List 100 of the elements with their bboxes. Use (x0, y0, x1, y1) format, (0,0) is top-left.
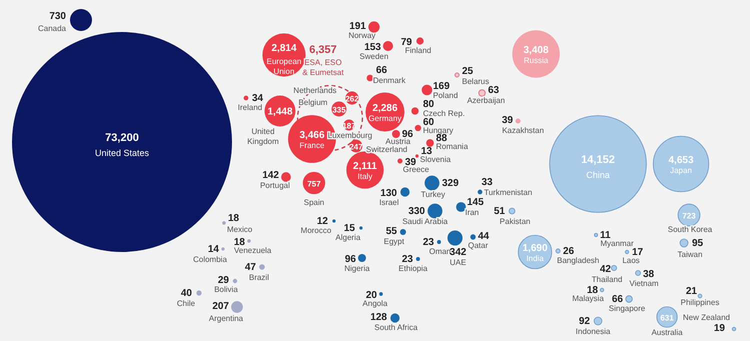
category-label: Singapore (608, 304, 646, 313)
data-label: 723 (682, 212, 696, 220)
category-label: New Zealand (682, 313, 730, 322)
category-label: Belarus (462, 77, 490, 86)
category-label: Laos (622, 256, 640, 265)
data-label: 21 (686, 286, 698, 297)
category-label: Indonesia (576, 327, 611, 336)
data-label: 1,690 (522, 243, 548, 254)
data-label: 33 (481, 177, 493, 188)
data-label: 39 (405, 157, 417, 168)
category-label: Israel (379, 198, 400, 207)
data-label: 60 (423, 117, 435, 128)
data-label: 329 (442, 178, 460, 189)
data-label: 15 (344, 223, 356, 234)
data-label: 12 (316, 216, 328, 227)
data-label: 247 (349, 142, 364, 152)
category-label: ESA, ESO & Eumetsat (302, 58, 344, 77)
data-label: 18 (586, 285, 598, 296)
data-label: 142 (262, 170, 280, 181)
data-label: 40 (180, 288, 192, 299)
data-label: 17 (632, 247, 644, 258)
category-label: Belgium (298, 98, 328, 107)
category-label: Colombia (193, 255, 228, 264)
data-label: 6,357 (309, 44, 337, 56)
category-label: Angola (362, 299, 388, 308)
data-label: 3,408 (523, 45, 549, 56)
category-label: Thailand (592, 275, 622, 284)
data-label: 42 (600, 264, 612, 275)
data-label: 66 (376, 65, 388, 76)
data-label: 130 (380, 188, 398, 199)
category-label: Norway (348, 31, 376, 40)
data-label: 73,200 (105, 132, 139, 144)
category-label: Hungary (423, 126, 454, 135)
data-label: 26 (563, 246, 575, 257)
category-label: Switzerland (366, 145, 408, 154)
data-label: 92 (578, 316, 590, 327)
category-label: Turkmenistan (484, 188, 532, 197)
category-label: Australia (651, 328, 684, 337)
data-label: 18 (234, 237, 246, 248)
data-label: 63 (488, 85, 500, 96)
data-label: 2,286 (372, 103, 398, 114)
data-label: 47 (244, 262, 256, 273)
category-label: Chile (176, 299, 196, 308)
category-label: Netherlands (293, 86, 337, 95)
data-label: 3,466 (299, 130, 325, 141)
data-label: 23 (422, 237, 434, 248)
category-label: Slovenia (420, 155, 452, 164)
category-label: Finland (405, 46, 432, 55)
category-label: Denmark (373, 76, 406, 85)
category-label: Oman (429, 247, 451, 256)
category-label: Sweden (360, 52, 388, 61)
data-label: 14,152 (581, 154, 615, 166)
data-label: 262 (345, 94, 360, 104)
category-label: Italy (358, 172, 372, 181)
category-label: Algeria (336, 233, 361, 242)
data-label: 39 (502, 115, 514, 126)
data-label: 730 (49, 11, 66, 22)
category-label: Vietnam (629, 279, 659, 288)
category-label: Saudi Arabia (402, 217, 448, 226)
category-label: Bolivia (214, 285, 238, 294)
category-label: UAE (450, 258, 466, 267)
category-label: Ireland (238, 103, 262, 112)
data-label: 66 (612, 294, 624, 305)
data-label: 207 (212, 301, 230, 312)
data-label: 80 (423, 99, 435, 110)
data-label: 757 (307, 180, 322, 188)
data-label: 88 (436, 133, 448, 144)
data-label: 19 (714, 323, 726, 334)
data-label: 4,653 (668, 155, 694, 166)
data-label: 145 (467, 197, 484, 208)
data-label: 191 (349, 21, 366, 32)
category-label: Egypt (384, 237, 405, 246)
data-label: 11 (600, 230, 612, 241)
data-label: 342 (450, 247, 467, 258)
category-label: Kazakhstan (502, 126, 544, 135)
category-label: Spain (304, 198, 324, 207)
category-label: Greece (402, 165, 430, 174)
category-label: Venezuela (234, 246, 272, 255)
category-label: Portugal (260, 181, 290, 190)
data-label: 55 (386, 226, 398, 237)
category-label: United Kingdom (247, 127, 280, 146)
data-label: 44 (478, 231, 490, 242)
data-label: 34 (252, 93, 264, 104)
category-label: Iran (465, 208, 479, 217)
data-label: 1,448 (267, 106, 293, 118)
data-label: 38 (643, 269, 655, 280)
category-label: South Korea (668, 225, 713, 234)
category-label: Poland (433, 91, 458, 100)
category-label: Nigeria (344, 264, 370, 273)
data-label: 330 (408, 206, 426, 217)
category-label: Azerbaijan (467, 96, 505, 105)
category-label: Pakistan (500, 217, 530, 226)
category-label: Turkey (420, 190, 446, 199)
category-label: Bangladesh (557, 256, 600, 265)
category-label: Malaysia (572, 294, 604, 303)
data-label: 51 (494, 206, 506, 217)
category-label: Qatar (468, 241, 488, 250)
data-label: 18 (228, 213, 240, 224)
category-label: Austria (386, 137, 411, 146)
data-label: 13 (421, 146, 433, 157)
